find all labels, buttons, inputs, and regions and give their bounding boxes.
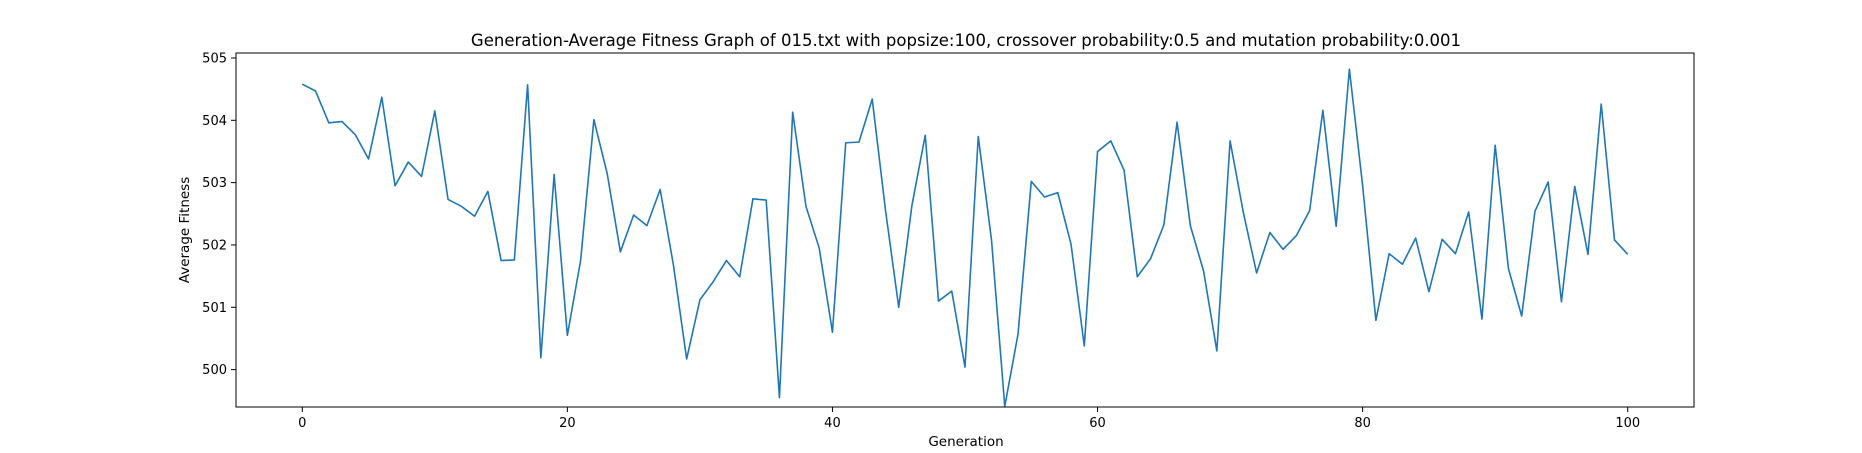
x-tick-label: 60: [1089, 416, 1106, 431]
y-tick-label: 501: [202, 301, 227, 316]
x-tick-label: 0: [298, 416, 306, 431]
chart-title: Generation-Average Fitness Graph of 015.…: [471, 31, 1461, 50]
x-tick-label: 20: [559, 416, 576, 431]
y-tick-label: 505: [202, 51, 227, 66]
x-tick-label: 80: [1354, 416, 1371, 431]
y-tick-label: 500: [202, 363, 227, 378]
y-tick-label: 503: [202, 176, 227, 191]
y-tick-label: 504: [202, 114, 227, 129]
y-axis-label: Average Fitness: [177, 177, 193, 283]
x-axis-label: Generation: [928, 434, 1003, 450]
plot-frame: [235, 52, 1695, 408]
y-tick-label: 502: [202, 238, 227, 253]
x-tick-label: 40: [824, 416, 841, 431]
series-line: [301, 68, 1629, 408]
x-tick-label: 100: [1615, 416, 1640, 431]
